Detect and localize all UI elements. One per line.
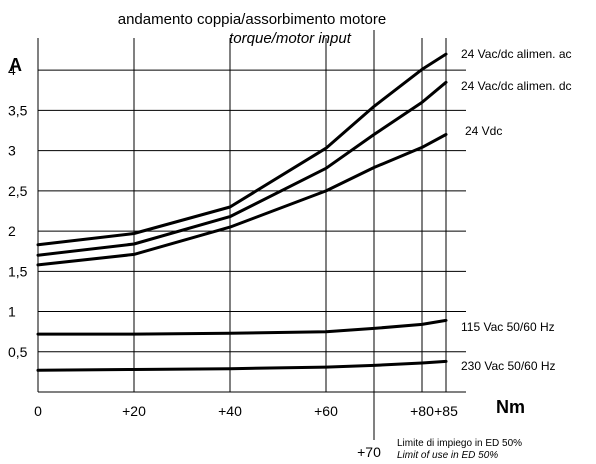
series-line bbox=[36, 359, 448, 372]
x-axis-label: Nm bbox=[496, 397, 525, 417]
annotations: +70 Limite di impiego in ED 50% Limit of… bbox=[357, 30, 522, 461]
y-tick-label: 3 bbox=[8, 143, 16, 159]
x-tick-label: +20 bbox=[122, 403, 146, 419]
series-labels: 24 Vac/dc alimen. ac 24 Vac/dc alimen. dc… bbox=[461, 47, 572, 373]
y-tick-label: 1,5 bbox=[8, 263, 28, 279]
x-tick-label: +40 bbox=[218, 403, 242, 419]
limit-note-english: Limit of use in ED 50% bbox=[397, 450, 498, 461]
series-label: 24 Vac/dc alimen. ac bbox=[461, 47, 572, 61]
grid bbox=[37, 38, 466, 393]
chart-title: andamento coppia/assorbimento motore bbox=[118, 11, 387, 28]
series-label: 24 Vdc bbox=[465, 124, 502, 138]
limit-note-italian: Limite di impiego in ED 50% bbox=[397, 438, 522, 449]
series-line bbox=[36, 80, 448, 257]
x-tick-label: +80 bbox=[410, 403, 434, 419]
x-tick-label: +60 bbox=[314, 403, 338, 419]
x-tick-label: +85 bbox=[434, 403, 458, 419]
y-axis-label: A bbox=[9, 55, 22, 75]
y-tick-label: 2 bbox=[8, 223, 16, 239]
series-line bbox=[36, 318, 448, 336]
series-group bbox=[36, 52, 448, 372]
y-tick-label: 3,5 bbox=[8, 102, 28, 118]
series-line bbox=[36, 52, 448, 247]
series-line bbox=[36, 133, 448, 267]
series-label: 24 Vac/dc alimen. dc bbox=[461, 79, 572, 93]
x-tick-label: 0 bbox=[34, 403, 42, 419]
y-tick-label: 4 bbox=[8, 62, 16, 78]
series-label: 115 Vac 50/60 Hz bbox=[461, 320, 555, 334]
tick-labels: 0,5 1 1,5 2 2,5 3 3,5 4 0 +20 +40 +60 +80 +85 bbox=[8, 62, 458, 419]
chart-subtitle: torque/motor input bbox=[229, 30, 352, 47]
y-tick-label: 0,5 bbox=[8, 344, 28, 360]
y-tick-label: 2,5 bbox=[8, 183, 28, 199]
vline-label: +70 bbox=[357, 444, 381, 460]
series-label: 230 Vac 50/60 Hz bbox=[461, 359, 556, 373]
y-tick-label: 1 bbox=[8, 304, 16, 320]
